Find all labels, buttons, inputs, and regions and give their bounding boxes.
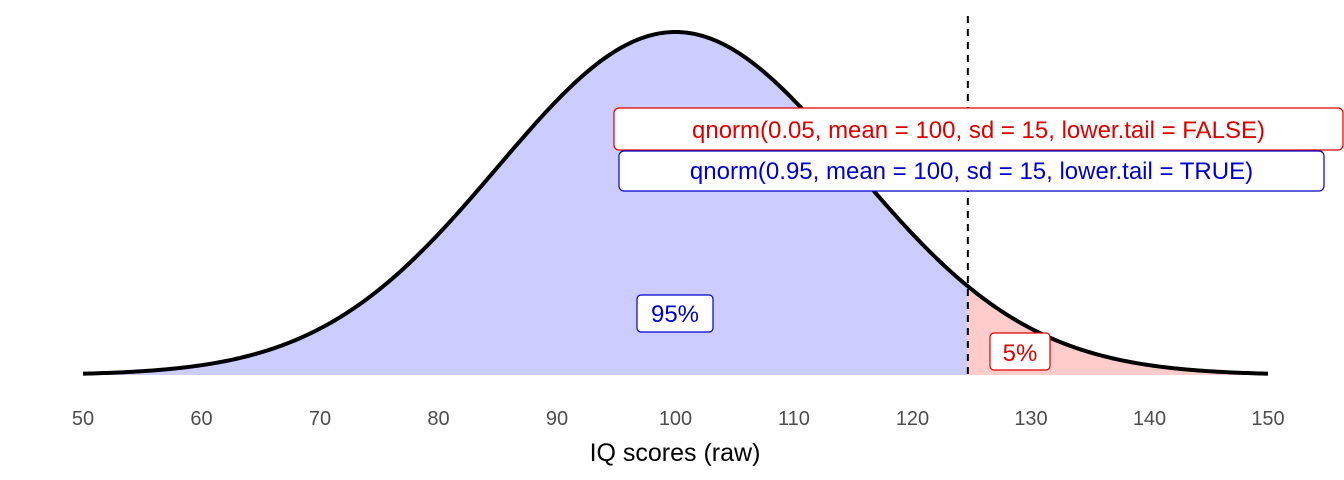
region-label-5-text: 5% [1003, 340, 1038, 367]
x-tick-label-150: 150 [1251, 408, 1284, 430]
x-tick-label-80: 80 [427, 408, 449, 430]
x-tick-label-90: 90 [546, 408, 568, 430]
x-tick-label-70: 70 [309, 408, 331, 430]
density-curve [82, 29, 1269, 376]
x-tick-label-50: 50 [72, 408, 94, 430]
region-label-95: 95% [636, 294, 714, 333]
annotation-qnorm-upper-text: qnorm(0.05, mean = 100, sd = 15, lower.t… [692, 117, 1265, 144]
x-tick-label-100: 100 [659, 408, 692, 430]
annotation-qnorm-lower-text: qnorm(0.95, mean = 100, sd = 15, lower.t… [690, 158, 1253, 185]
x-tick-label-60: 60 [190, 408, 212, 430]
annotation-qnorm-upper-box [613, 107, 1344, 151]
x-axis-ticks: 50 60 70 80 90 100 110 120 130 140 150 [72, 408, 1285, 430]
annotation-qnorm-lower-box [618, 150, 1325, 192]
x-tick-label-110: 110 [778, 408, 810, 430]
x-tick-label-130: 130 [1014, 408, 1047, 430]
lower-tail-area-95 [83, 32, 968, 375]
region-label-95-box [636, 294, 714, 333]
x-axis-title: IQ scores (raw) [590, 439, 761, 467]
annotation-qnorm-lower: qnorm(0.95, mean = 100, sd = 15, lower.t… [618, 150, 1325, 192]
annotation-qnorm-upper: qnorm(0.05, mean = 100, sd = 15, lower.t… [613, 107, 1344, 151]
region-label-5-box [989, 332, 1051, 371]
region-label-95-text: 95% [651, 301, 699, 328]
x-tick-label-140: 140 [1133, 408, 1166, 430]
region-label-5: 5% [989, 332, 1051, 371]
x-tick-label-120: 120 [896, 408, 929, 430]
